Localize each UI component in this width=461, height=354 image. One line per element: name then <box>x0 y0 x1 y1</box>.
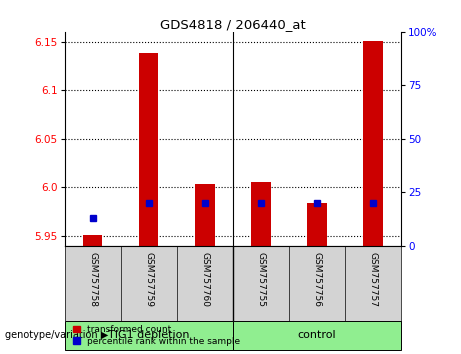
Text: TIG1 depletion: TIG1 depletion <box>108 331 189 341</box>
Bar <box>363 41 383 246</box>
Text: GSM757760: GSM757760 <box>200 252 209 307</box>
Bar <box>195 184 214 246</box>
Text: GSM757755: GSM757755 <box>256 252 266 307</box>
Text: genotype/variation ▶: genotype/variation ▶ <box>5 331 108 341</box>
Bar <box>83 235 102 246</box>
Bar <box>251 182 271 246</box>
Text: GSM757759: GSM757759 <box>144 252 153 307</box>
Bar <box>233 320 401 350</box>
Bar <box>139 53 159 246</box>
Legend: transformed count, percentile rank within the sample: transformed count, percentile rank withi… <box>69 321 244 349</box>
Text: GSM757758: GSM757758 <box>88 252 97 307</box>
Text: GSM757757: GSM757757 <box>368 252 378 307</box>
Bar <box>307 203 327 246</box>
Text: control: control <box>298 331 336 341</box>
Text: GSM757756: GSM757756 <box>313 252 321 307</box>
Bar <box>65 320 233 350</box>
Title: GDS4818 / 206440_at: GDS4818 / 206440_at <box>160 18 306 31</box>
